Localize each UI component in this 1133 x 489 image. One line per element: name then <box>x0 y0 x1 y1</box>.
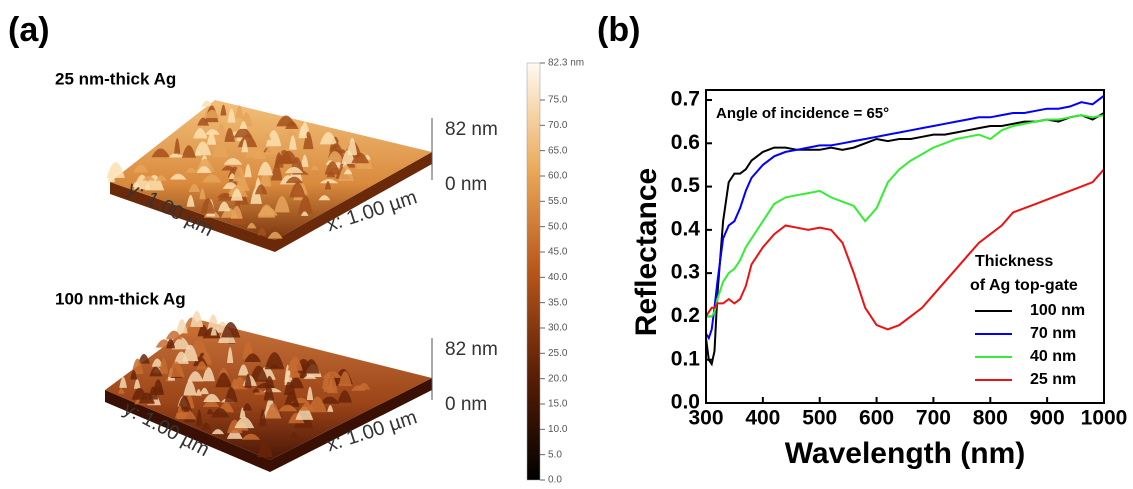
legend-label: 40 nm <box>1030 348 1076 365</box>
z-max-label: 82 nm <box>445 339 498 360</box>
y-tick-label: 0.2 <box>671 304 700 327</box>
sample-title: 25 nm-thick Ag <box>55 69 176 88</box>
colorbar-tick-label: 35.0 <box>548 297 568 308</box>
y-axis-label: Reflectance <box>630 168 663 336</box>
surface-peak <box>176 319 188 333</box>
surface-peak <box>190 311 203 327</box>
colorbar-tick-label: 25.0 <box>548 348 568 359</box>
colorbar-tick-label: 60.0 <box>548 171 568 182</box>
annotation: Angle of incidence = 65° <box>716 105 889 122</box>
legend-title: of Ag top-gate <box>970 277 1078 294</box>
colorbar-tick-label: 50.0 <box>548 221 568 232</box>
x-tick-label: 1000 <box>1081 407 1128 430</box>
x-tick-label: 300 <box>688 407 723 430</box>
legend-label: 25 nm <box>1030 371 1076 388</box>
z-min-label: 0 nm <box>445 394 487 415</box>
colorbar-tick-label: 5.0 <box>548 449 562 460</box>
x-tick-label: 900 <box>1030 407 1065 430</box>
z-min-label: 0 nm <box>445 174 487 195</box>
legend-label: 100 nm <box>1030 302 1085 319</box>
y-tick-label: 0.6 <box>671 131 700 154</box>
colorbar-tick-label: 15.0 <box>548 399 568 410</box>
colorbar-tick-label: 70.0 <box>548 120 568 131</box>
colorbar-tick-label: 45.0 <box>548 247 568 258</box>
colorbar-tick-label: 20.0 <box>548 373 568 384</box>
colorbar-tick-label: 75.0 <box>548 95 568 106</box>
x-tick-label: 700 <box>916 407 951 430</box>
y-tick-label: 0.1 <box>671 347 701 370</box>
y-tick-label: 0.5 <box>671 174 701 197</box>
x-tick-label: 800 <box>973 407 1008 430</box>
panel-b: (b) Wavelength (nm) Reflectance Angle of… <box>597 11 1127 470</box>
y-tick-label: 0.7 <box>671 88 700 111</box>
colorbar-tick-label: 0.0 <box>548 475 562 484</box>
colorbar-tick-label: 65.0 <box>548 145 568 156</box>
afm-surface: 82 nm0 nmy: 1.00 µmx: 1.00 µm <box>107 100 498 252</box>
sample-title: 100 nm-thick Ag <box>55 289 186 308</box>
x-tick-label: 500 <box>802 407 837 430</box>
colorbar-tick-label: 10.0 <box>548 424 568 435</box>
z-max-label: 82 nm <box>445 119 498 140</box>
x-tick-label: 600 <box>859 407 894 430</box>
surface-peak <box>107 162 125 178</box>
x-tick-label: 400 <box>745 407 780 430</box>
legend-title: Thickness <box>975 253 1053 270</box>
panel-label: (b) <box>597 11 640 49</box>
colorbar <box>527 63 540 480</box>
colorbar-tick-label: 40.0 <box>548 272 568 283</box>
panel-a: (a) 25 nm-thick Ag 100 nm-thick Ag 82 nm… <box>8 11 584 484</box>
panel-label: (a) <box>8 11 50 49</box>
x-axis-label: Wavelength (nm) <box>785 437 1026 470</box>
figure: (a) 25 nm-thick Ag 100 nm-thick Ag 82 nm… <box>0 0 1133 484</box>
legend-label: 70 nm <box>1030 325 1076 342</box>
y-tick-label: 0.4 <box>671 217 701 240</box>
colorbar-tick-label: 30.0 <box>548 323 568 334</box>
colorbar-tick-label: 55.0 <box>548 196 568 207</box>
colorbar-tick-label: 82.3 nm <box>548 58 584 69</box>
y-tick-label: 0.3 <box>671 261 700 284</box>
